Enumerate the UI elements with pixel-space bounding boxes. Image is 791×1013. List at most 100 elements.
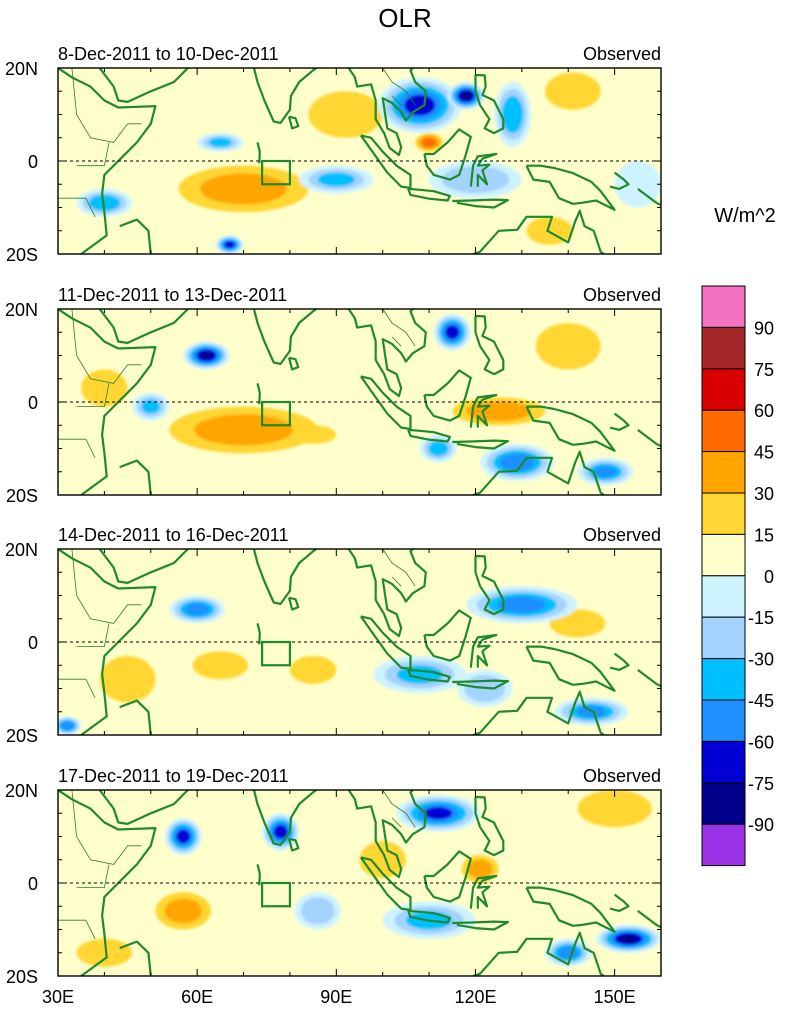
anomaly-contour: [428, 440, 449, 457]
colorbar-label: -45: [748, 691, 774, 711]
anomaly-contour: [422, 137, 437, 148]
country-border: [391, 336, 402, 347]
anomaly-contour: [535, 322, 601, 370]
coastline: [469, 874, 498, 909]
colorbar-swatch: [701, 368, 746, 411]
y-tick-label: 20S: [6, 486, 38, 506]
panel-period: 8-Dec-2011 to 10-Dec-2011: [58, 44, 278, 64]
colorbar: W/m^2 90 75 60 45 30 15 0 -15 -30 -45 -60 -75 -90: [701, 205, 776, 867]
country-border: [71, 309, 142, 384]
colorbar-swatch: [701, 658, 746, 701]
y-tick-label: 20N: [5, 781, 38, 801]
anomaly-contour: [466, 401, 532, 422]
anomaly-contour: [289, 655, 337, 684]
coastline: [609, 652, 630, 671]
colorbar-label: -30: [748, 650, 774, 670]
panel-label: Observed: [583, 766, 661, 786]
coastline: [637, 188, 661, 207]
coastline: [347, 309, 427, 398]
coastline: [609, 893, 630, 912]
coastline: [609, 171, 630, 190]
y-tick-label: 20N: [5, 300, 38, 320]
coastline: [360, 856, 412, 912]
colorbar-swatch: [701, 616, 746, 660]
colorbar-label: 90: [754, 318, 774, 338]
y-tick-label: 0: [28, 633, 38, 653]
coastline: [452, 679, 509, 690]
y-tick-label: 0: [28, 393, 38, 413]
anomaly-contour: [88, 194, 121, 211]
coastline: [525, 164, 616, 211]
anomaly-contour: [300, 897, 335, 925]
colorbar-label: 15: [754, 525, 774, 545]
coastline: [423, 128, 472, 181]
coastline: [469, 152, 498, 187]
coastline: [474, 795, 505, 857]
coastline: [474, 73, 505, 135]
panel-period: 11-Dec-2011 to 13-Dec-2011: [58, 285, 287, 305]
coastline: [637, 429, 661, 448]
coastline: [287, 356, 300, 371]
anomaly-contour: [359, 841, 406, 879]
panel-period: 14-Dec-2011 to 16-Dec-2011: [58, 525, 288, 545]
coastline: [452, 198, 509, 209]
country-border: [364, 68, 416, 106]
coastline: [347, 790, 427, 879]
coastline: [525, 405, 616, 452]
coastline: [407, 909, 451, 924]
coastline: [98, 309, 189, 344]
anomaly-contour: [445, 325, 460, 340]
coastline: [58, 309, 157, 495]
anomaly-contour: [273, 824, 288, 839]
colorbar-label: -90: [748, 815, 774, 835]
coastline: [58, 68, 157, 254]
x-tick-label: 90E: [320, 987, 352, 1007]
anomaly-contour: [441, 166, 510, 194]
reference-box: [260, 640, 292, 667]
colorbar-units: W/m^2: [714, 205, 776, 227]
coastline: [470, 209, 606, 254]
coastline: [637, 669, 661, 688]
colorbar-label: 60: [754, 401, 774, 421]
country-border: [391, 817, 402, 828]
reference-box: [260, 159, 292, 186]
anomaly-contour: [614, 161, 661, 208]
coastline: [469, 633, 498, 668]
country-border: [391, 95, 402, 106]
country-border: [76, 864, 110, 888]
y-tick-label: 20S: [6, 726, 38, 746]
country-border: [364, 309, 416, 347]
country-border: [58, 919, 96, 939]
colorbar-swatch: [701, 782, 746, 825]
country-border: [71, 790, 142, 865]
colorbar-swatch: [701, 575, 746, 618]
colorbar-swatch: [701, 533, 746, 577]
country-border: [76, 383, 110, 407]
coastline: [609, 412, 630, 431]
coastline: [119, 940, 152, 976]
anomaly-contour: [194, 414, 294, 446]
panel-period: 17-Dec-2011 to 19-Dec-2011: [58, 766, 288, 786]
country-border: [58, 438, 96, 458]
x-tick-label: 150E: [594, 987, 636, 1007]
colorbar-swatch: [701, 451, 746, 494]
anomaly-contour: [501, 95, 524, 134]
panel-label: Observed: [583, 285, 661, 305]
colorbar-label: 75: [754, 360, 774, 380]
panel-label: Observed: [583, 525, 661, 545]
colorbar-swatch: [701, 823, 746, 867]
coastline: [423, 850, 472, 903]
map-panel: 20N 0 20S 14-Dec-2011 to 16-Dec-2011 Observe…: [5, 525, 662, 746]
coastline: [452, 920, 509, 931]
colorbar-label: -60: [748, 732, 774, 752]
map-panel: 20N 0 20S 17-Dec-2011 to 19-Dec-2011 Observe…: [5, 766, 662, 987]
x-tick-label: 60E: [181, 987, 213, 1007]
x-tick-label: 120E: [454, 987, 496, 1007]
country-border: [76, 142, 110, 167]
anomaly-contour: [184, 603, 210, 616]
coastline: [637, 910, 661, 929]
coastline: [470, 690, 606, 735]
reference-box: [260, 881, 292, 908]
map-panel: 20N 0 20S 11-Dec-2011 to 13-Dec-2011 Observe…: [5, 285, 662, 506]
